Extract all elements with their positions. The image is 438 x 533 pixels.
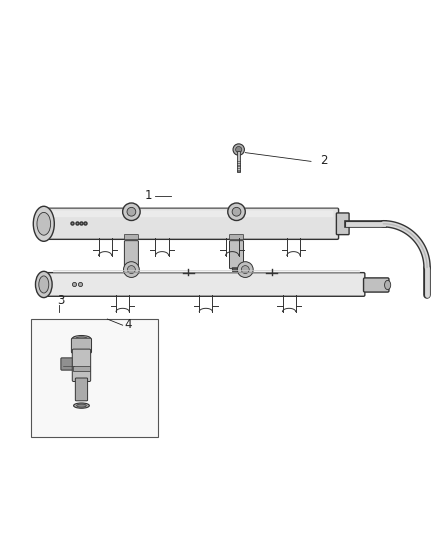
Circle shape — [124, 262, 139, 278]
FancyBboxPatch shape — [72, 349, 91, 382]
FancyBboxPatch shape — [336, 213, 349, 235]
Bar — [41, 208, 46, 239]
Circle shape — [127, 265, 135, 273]
FancyBboxPatch shape — [230, 235, 244, 240]
Ellipse shape — [76, 337, 87, 341]
Ellipse shape — [74, 403, 89, 408]
Ellipse shape — [39, 276, 49, 293]
Text: 1: 1 — [145, 189, 152, 201]
FancyBboxPatch shape — [124, 235, 138, 240]
Ellipse shape — [37, 213, 51, 235]
FancyBboxPatch shape — [71, 338, 92, 353]
Polygon shape — [232, 268, 241, 281]
Text: 2: 2 — [320, 154, 327, 167]
Bar — [73, 366, 90, 372]
FancyBboxPatch shape — [61, 358, 76, 370]
FancyBboxPatch shape — [364, 278, 389, 292]
FancyBboxPatch shape — [42, 208, 339, 239]
Circle shape — [233, 144, 244, 155]
Circle shape — [241, 265, 249, 273]
Circle shape — [236, 147, 242, 152]
FancyBboxPatch shape — [48, 211, 333, 217]
Polygon shape — [129, 281, 134, 286]
Ellipse shape — [33, 206, 54, 241]
Circle shape — [228, 203, 245, 221]
Polygon shape — [234, 281, 239, 286]
Bar — [237, 151, 240, 172]
Text: 3: 3 — [57, 294, 64, 306]
Circle shape — [232, 207, 241, 216]
Bar — [31, 319, 158, 437]
FancyBboxPatch shape — [75, 378, 88, 401]
Circle shape — [123, 203, 140, 221]
Text: 4: 4 — [125, 318, 132, 331]
FancyBboxPatch shape — [42, 273, 365, 296]
Polygon shape — [127, 268, 136, 281]
FancyBboxPatch shape — [124, 241, 138, 269]
Circle shape — [127, 207, 136, 216]
Ellipse shape — [72, 336, 91, 342]
FancyBboxPatch shape — [230, 241, 244, 269]
Ellipse shape — [385, 280, 391, 289]
Circle shape — [237, 262, 253, 278]
Ellipse shape — [77, 404, 86, 407]
Ellipse shape — [35, 271, 52, 297]
